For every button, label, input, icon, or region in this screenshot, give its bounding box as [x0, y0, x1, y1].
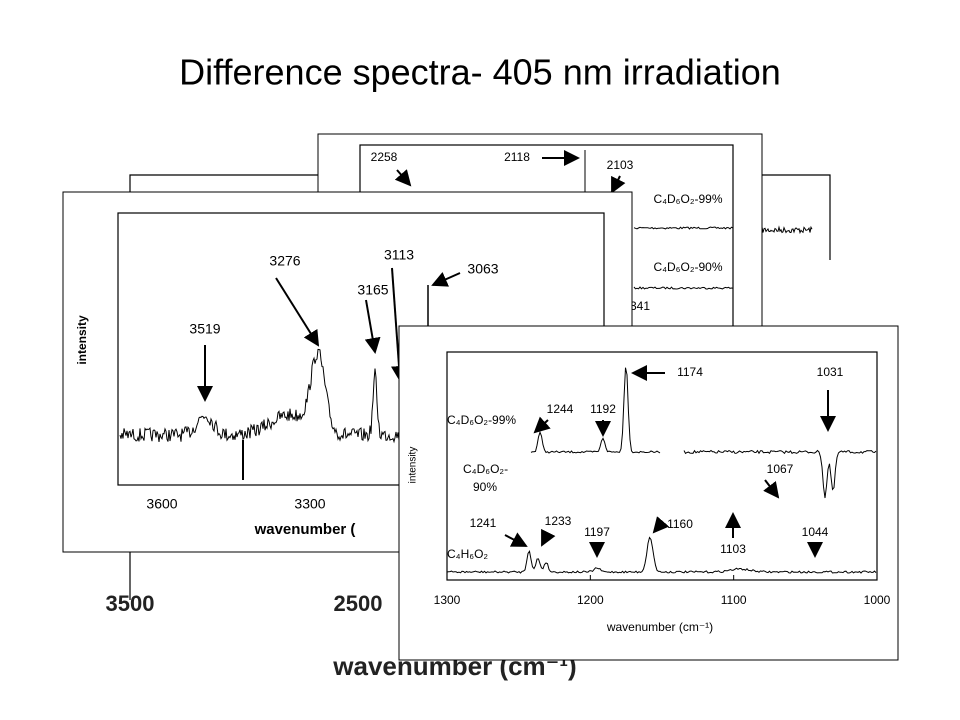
x-tick-label: 2500 [334, 591, 383, 616]
peak-label: 1192 [590, 402, 616, 416]
peak-label: 2258 [371, 150, 398, 164]
x-tick-label: 3600 [146, 496, 177, 512]
peak-label: 1244 [547, 402, 574, 416]
peak-label: 1174 [677, 365, 703, 379]
y-axis-label: intensity [408, 447, 419, 484]
x-axis-label: wavenumber (cm⁻¹) [606, 620, 713, 634]
trace-label: C₄D₆O₂- [463, 462, 508, 476]
slide-title: Difference spectra- 405 nm irradiation [179, 52, 781, 93]
peak-label: 3276 [269, 253, 300, 269]
peak-label: 1241 [470, 516, 497, 530]
peak-label: 1031 [817, 365, 844, 379]
x-tick-label: 1200 [577, 593, 604, 607]
trace-label: C₄H₆O₂ [447, 547, 488, 561]
peak-label: 3113 [384, 247, 414, 263]
front-panel: 1174 1031 1244 1192 1067 1241 1233 1197 1160 1103… [398, 325, 899, 661]
peak-label: 3519 [189, 321, 220, 337]
peak-label: 1067 [767, 462, 794, 476]
peak-label: 2103 [607, 158, 634, 172]
y-axis-label: intensity [75, 315, 89, 365]
x-tick-label: 1000 [864, 593, 891, 607]
peak-label: 1044 [802, 525, 829, 539]
peak-label: 1233 [545, 514, 572, 528]
x-tick-label: 1300 [434, 593, 461, 607]
peak-label: 1197 [584, 525, 610, 539]
x-tick-label: 1100 [721, 593, 747, 607]
peak-label: 2118 [504, 150, 530, 164]
x-axis-label: wavenumber ( [254, 521, 356, 538]
trace-label: C₄D₆O₂-90% [653, 260, 722, 274]
trace-label: 90% [473, 480, 497, 494]
peak-label: 3165 [357, 282, 388, 298]
peak-label: 341 [630, 299, 650, 313]
peak-label: 1160 [667, 517, 693, 531]
trace-label: C₄D₆O₂-99% [653, 192, 722, 206]
trace-label: C₄D₆O₂-99% [447, 413, 516, 427]
x-tick-label: 3500 [106, 591, 155, 616]
peak-label: 1103 [720, 542, 746, 556]
peak-label: 3063 [467, 261, 498, 277]
x-tick-label: 3300 [294, 496, 325, 512]
